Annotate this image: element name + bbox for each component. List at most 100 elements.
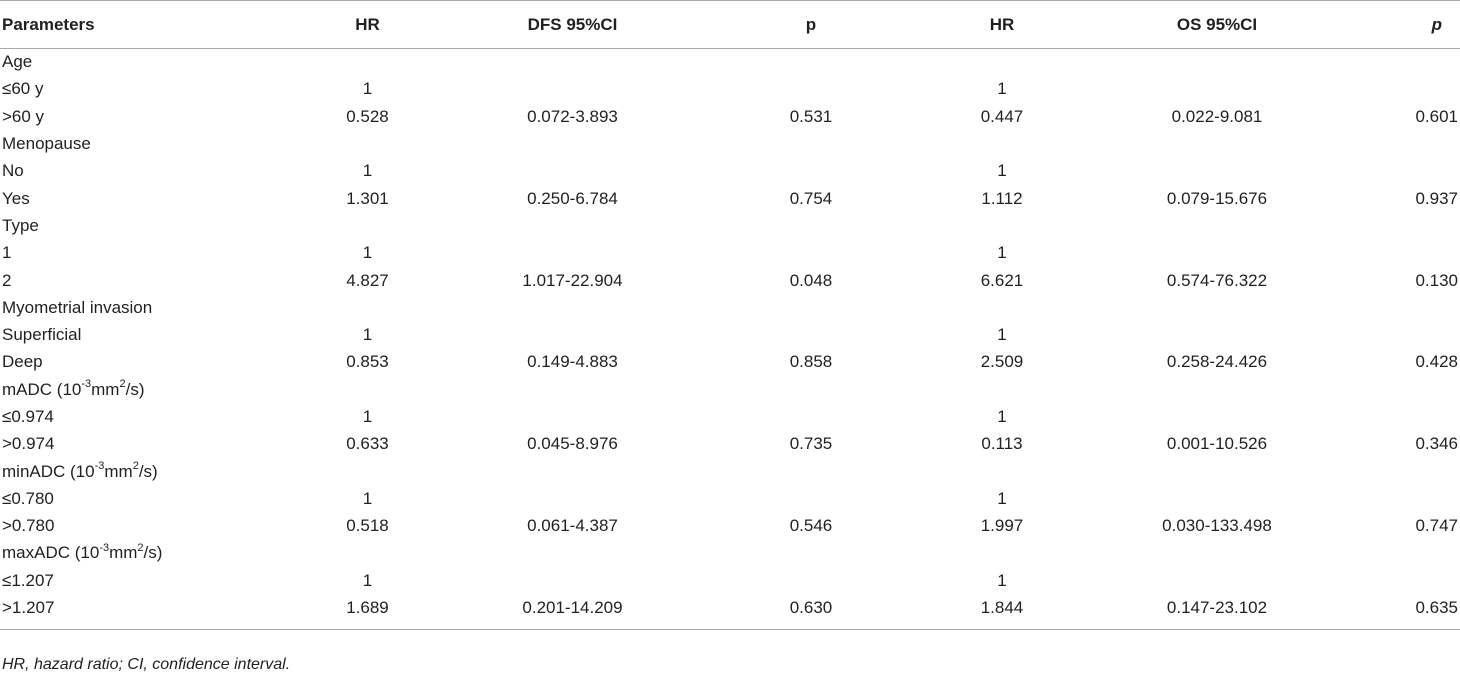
cell-dfs-p: 0.546 — [789, 516, 833, 536]
cell-os-hr: 1.844 — [980, 598, 1024, 618]
cell-dfs-p — [700, 49, 922, 76]
cell-dfs-hr: 1 — [362, 325, 373, 345]
table-row: >0.974 0.633 0.045-8.976 0.735 0.113 0.001-10… — [0, 431, 1460, 458]
cell-os-p — [1352, 240, 1460, 267]
cell-os-hr: 1 — [997, 79, 1007, 99]
cell-parameter: Myometrial invasion — [2, 297, 153, 317]
cell-dfs-ci: 0.201-14.209 — [522, 598, 623, 618]
cell-os-p: 0.747 — [1415, 516, 1458, 536]
cell-os-hr — [922, 130, 1082, 157]
cell-dfs-ci — [445, 212, 700, 239]
cell-os-ci — [1082, 49, 1352, 76]
parameter-label-unit: /s) — [125, 379, 145, 399]
cell-dfs-ci — [445, 49, 700, 76]
cell-dfs-hr — [290, 294, 445, 321]
cell-dfs-ci — [445, 158, 700, 185]
header-dfs-hr: HR — [290, 0, 445, 49]
cell-dfs-hr: 1.689 — [346, 598, 389, 618]
cell-os-hr — [922, 376, 1082, 403]
cell-os-ci: 0.030-133.498 — [1162, 516, 1272, 536]
cell-dfs-p: 0.735 — [789, 434, 833, 454]
parameter-label-unit: mm — [109, 543, 138, 563]
cell-os-ci — [1082, 240, 1352, 267]
cell-parameter: Age — [2, 52, 33, 72]
table-row: Superficial 1 1 — [0, 321, 1460, 348]
cell-parameter: >0.780 — [2, 516, 55, 536]
results-table-container: Parameters HR DFS 95%CI p HR OS 95%CI p … — [0, 0, 1460, 631]
table-row: Age — [0, 49, 1460, 76]
header-row: Parameters HR DFS 95%CI p HR OS 95%CI p — [0, 0, 1460, 49]
cell-os-ci — [1082, 158, 1352, 185]
cell-parameter: Menopause — [2, 134, 91, 154]
cell-os-p — [1352, 49, 1460, 76]
parameter-label-exponent: -3 — [81, 378, 92, 391]
cell-dfs-p — [700, 403, 922, 430]
table-row: Menopause — [0, 130, 1460, 157]
cell-parameter: ≤1.207 — [2, 570, 54, 590]
cell-parameter: 2 — [2, 270, 12, 290]
cell-parameter: Yes — [2, 188, 30, 208]
cell-os-p — [1352, 485, 1460, 512]
cell-dfs-hr — [290, 212, 445, 239]
cell-dfs-ci: 0.072-3.893 — [527, 106, 618, 126]
cell-dfs-hr — [290, 376, 445, 403]
parameter-label-text: mADC (10 — [2, 379, 82, 399]
cell-dfs-ci: 0.250-6.784 — [527, 188, 618, 208]
cell-dfs-hr: 1 — [362, 161, 373, 181]
table-row: maxADC (10-3mm2/s) — [0, 540, 1460, 567]
table-row: >1.207 1.689 0.201-14.209 0.630 1.844 0.147-2… — [0, 594, 1460, 621]
table-row: minADC (10-3mm2/s) — [0, 458, 1460, 485]
parameter-label-exponent: 2 — [119, 378, 126, 391]
cell-dfs-p: 0.531 — [789, 106, 833, 126]
cox-regression-table: Parameters HR DFS 95%CI p HR OS 95%CI p … — [0, 0, 1460, 631]
cell-os-hr: 1 — [997, 243, 1007, 263]
cell-os-p — [1352, 567, 1460, 594]
cell-os-hr: 0.113 — [981, 434, 1023, 454]
cell-dfs-ci: 1.017-22.904 — [522, 270, 623, 290]
cell-os-hr — [922, 458, 1082, 485]
cell-parameter: minADC (10-3mm2/s) — [0, 458, 290, 485]
cell-os-ci — [1082, 294, 1352, 321]
cell-parameter: >1.207 — [2, 598, 55, 618]
cell-os-p: 0.346 — [1415, 434, 1458, 454]
table-row: mADC (10-3mm2/s) — [0, 376, 1460, 403]
cell-dfs-p — [700, 240, 922, 267]
cell-parameter: Superficial — [2, 325, 82, 345]
cell-os-p — [1352, 403, 1460, 430]
cell-os-p: 0.601 — [1415, 106, 1458, 126]
cell-parameter: No — [2, 161, 24, 181]
cell-dfs-hr: 4.827 — [346, 270, 389, 290]
cell-os-p — [1352, 158, 1460, 185]
cell-os-p — [1352, 540, 1460, 567]
cell-os-ci — [1082, 321, 1352, 348]
cell-os-p — [1352, 212, 1460, 239]
cell-dfs-ci: 0.045-8.976 — [527, 434, 618, 454]
header-os-hr: HR — [922, 0, 1082, 49]
cell-os-p: 0.130 — [1415, 270, 1458, 290]
header-dfs-ci: DFS 95%CI — [445, 0, 700, 49]
cell-dfs-ci — [445, 240, 700, 267]
table-body: Age ≤60 y 1 1 >60 y 0.528 0.072-3.893 0.531 0.44… — [0, 49, 1460, 631]
cell-os-hr: 1 — [997, 570, 1007, 590]
cell-dfs-p: 0.754 — [789, 188, 833, 208]
cell-dfs-p: 0.630 — [789, 598, 833, 618]
cell-dfs-ci — [445, 567, 700, 594]
table-row: >60 y 0.528 0.072-3.893 0.531 0.447 0.022-9.0… — [0, 103, 1460, 130]
parameter-label-text: minADC (10 — [2, 461, 95, 481]
cell-dfs-p — [700, 158, 922, 185]
header-dfs-p: p — [700, 0, 922, 49]
cell-dfs-p — [700, 130, 922, 157]
cell-dfs-ci — [445, 403, 700, 430]
cell-dfs-hr: 1.301 — [346, 188, 389, 208]
parameter-label-exponent: -3 — [94, 459, 105, 472]
table-row: Yes 1.301 0.250-6.784 0.754 1.112 0.079-15.67… — [0, 185, 1460, 212]
cell-dfs-p — [700, 76, 922, 103]
cell-dfs-ci: 0.149-4.883 — [527, 352, 618, 372]
cell-os-p: 0.635 — [1415, 598, 1458, 618]
cell-os-hr — [922, 294, 1082, 321]
cell-dfs-ci — [445, 540, 700, 567]
cell-dfs-ci — [445, 76, 700, 103]
cell-parameter: Deep — [2, 352, 43, 372]
cell-os-p: 0.937 — [1415, 188, 1458, 208]
cell-os-hr: 1.112 — [981, 188, 1023, 208]
